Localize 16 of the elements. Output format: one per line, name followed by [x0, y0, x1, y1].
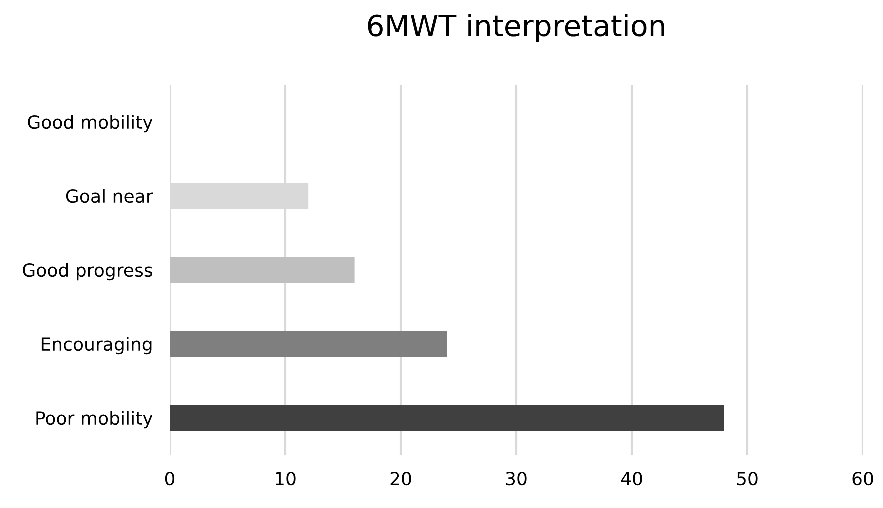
x-tick-label: 10: [276, 472, 296, 486]
x-tick-label: 20: [390, 472, 412, 486]
y-tick-label: Good mobility: [28, 115, 153, 133]
x-tick-label: 60: [852, 472, 874, 486]
chart-title: 6MWT interpretation: [368, 14, 664, 42]
y-tick-label: Goal near: [66, 189, 154, 204]
x-tick-label: 30: [506, 472, 527, 486]
x-tick-label: 50: [737, 472, 758, 486]
bar: [170, 257, 355, 283]
x-tick-label: 40: [621, 472, 642, 486]
y-tick-label: Encouraging: [42, 337, 152, 355]
y-tick-label: Good progress: [23, 263, 152, 281]
bar: [170, 405, 724, 431]
y-tick-label: Poor mobility: [36, 411, 153, 429]
bar: [170, 331, 448, 357]
x-tick-label: 0: [165, 472, 175, 486]
